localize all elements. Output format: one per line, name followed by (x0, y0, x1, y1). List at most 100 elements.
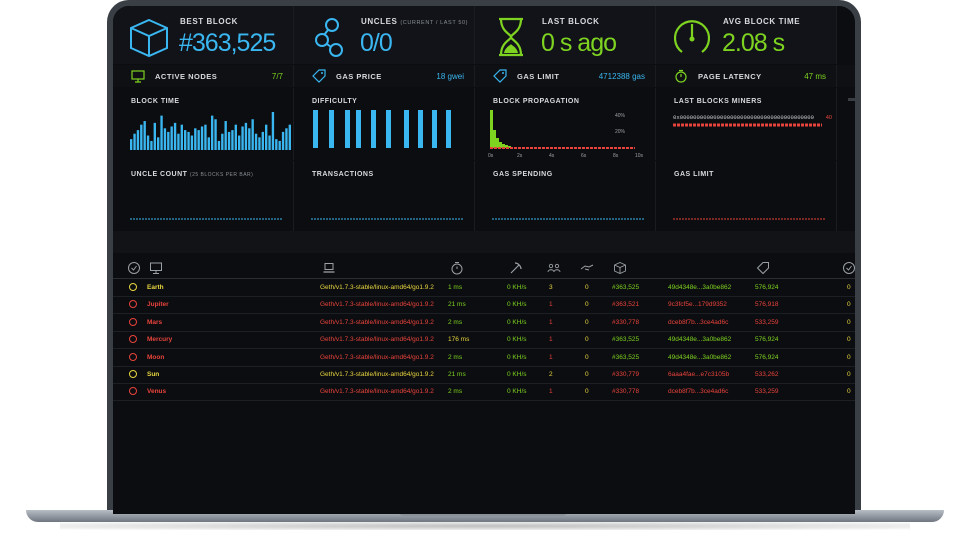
block-time-bar (265, 124, 268, 150)
cube-icon[interactable] (613, 261, 627, 275)
block-time-bar (261, 131, 264, 150)
cell-hashrate: 0 KH/s (507, 336, 527, 344)
laptop-icon[interactable] (322, 261, 336, 275)
monitor-icon[interactable] (149, 261, 163, 275)
block-time-bar (217, 140, 221, 150)
cell-diff: 533,259 (755, 318, 779, 326)
cell-latency: 176 ms (448, 336, 470, 344)
block-time-bar (184, 130, 187, 150)
block-propagation-chart: BLOCK PROPAGATION 40% 20% 0s 2s 4s 6s 8s… (475, 88, 656, 160)
block-time-bar (133, 133, 136, 150)
cell-block: #330,778 (612, 318, 640, 326)
block-time-bar (153, 122, 156, 150)
block-time-bar (268, 135, 271, 150)
cell-pending: 0 (585, 388, 589, 396)
block-time-bar (207, 137, 210, 150)
pickaxe-icon[interactable] (509, 261, 523, 275)
cell-name: Moon (147, 353, 165, 361)
block-time-bar (150, 140, 153, 150)
table-row[interactable]: Moon Geth/v1.7.3-stable/linux-amd64/go1.9… (113, 349, 855, 367)
check-circle-icon[interactable] (127, 261, 141, 275)
active-nodes-value: 7/7 (271, 72, 283, 81)
prop-xtick-10: 10s (635, 153, 644, 159)
side-tab[interactable] (848, 98, 855, 101)
prop-xtick-6: 6s (581, 153, 587, 159)
block-time-bar (173, 122, 177, 150)
cell-pending: 0 (585, 301, 589, 309)
handshake-icon[interactable] (580, 261, 594, 275)
table-row[interactable]: Sun Geth/v1.7.3-stable/linux-amd64/go1.9.… (113, 366, 855, 384)
cell-name: Venus (147, 388, 167, 396)
cell-uptime: 0 (847, 353, 851, 361)
block-time-bar (227, 131, 231, 150)
gauge-icon (673, 20, 711, 53)
table-row[interactable]: Mercury Geth/v1.7.3-stable/linux-amd64/go… (113, 331, 855, 350)
cell-peers: 1 (549, 336, 553, 344)
stats-row: BEST BLOCK #363,525 UNCLES (CURRENT / LA… (113, 6, 855, 64)
gas-limit-value: 4712388 gas (598, 72, 645, 81)
block-time-bar (130, 139, 133, 150)
cell-peers: 1 (549, 301, 553, 309)
cell-uptime: 0 (847, 301, 851, 309)
page-latency-value: 47 ms (804, 72, 826, 81)
block-time-title: BLOCK TIME (131, 98, 180, 105)
gas-limit-info: GAS LIMIT 4712388 gas (475, 65, 656, 87)
gas-limit-chart-title: GAS LIMIT (674, 171, 714, 178)
cell-latency: 21 ms (448, 371, 466, 378)
block-time-bar (241, 126, 244, 150)
table-row[interactable]: Earth Geth/v1.7.3-stable/linux-amd64/go1.… (113, 279, 855, 297)
cell-diff: 576,918 (755, 301, 779, 309)
block-time-bar (143, 121, 146, 150)
table-row[interactable]: Mars Geth/v1.7.3-stable/linux-amd64/go1.9… (113, 314, 855, 332)
active-nodes-label: ACTIVE NODES (155, 72, 218, 81)
cell-block: #330,778 (612, 388, 640, 396)
cell-peers: 1 (549, 388, 553, 396)
timer-icon (675, 69, 687, 83)
difficulty-chart: DIFFICULTY (294, 88, 475, 160)
block-time-bar (194, 128, 197, 150)
prop-ytick-20: 20% (615, 129, 626, 135)
block-time-bar (221, 133, 224, 150)
block-time-bar (136, 130, 140, 150)
best-block-value: #363,525 (179, 29, 276, 57)
cell-diff: 533,262 (755, 371, 779, 378)
transactions-line (311, 218, 464, 220)
cell-pending: 0 (585, 353, 589, 361)
block-time-bar (197, 130, 200, 150)
block-time-bar (224, 121, 227, 150)
gas-spending-chart: GAS SPENDING (475, 161, 656, 233)
cell-diff: 576,924 (755, 353, 779, 361)
block-time-bar (140, 124, 143, 150)
cell-latency: 1 ms (448, 284, 463, 291)
block-time-bar (271, 112, 275, 150)
table-row[interactable]: Venus Geth/v1.7.3-stable/linux-amd64/go1.… (113, 383, 855, 402)
gas-price-value: 18 gwei (436, 72, 464, 81)
block-time-bar (211, 115, 214, 150)
clock-icon[interactable] (450, 261, 464, 275)
block-time-bar (238, 135, 241, 150)
laptop-shadow (60, 522, 910, 530)
tag-icon[interactable] (756, 261, 770, 275)
cell-pending: 0 (585, 318, 589, 326)
cell-client: Geth/v1.7.3-stable/linux-amd64/go1.9.2 (320, 336, 434, 344)
table-row[interactable]: Jupiter Geth/v1.7.3-stable/linux-amd64/go… (113, 296, 855, 315)
block-time-bar (278, 140, 281, 150)
cell-diff: 533,259 (755, 388, 779, 396)
miners-plot: 0x00000000000000000000000000000000000000… (673, 114, 832, 127)
gas-price-label: GAS PRICE (336, 72, 382, 81)
cell-hashrate: 0 KH/s (507, 284, 527, 291)
cell-name: Sun (147, 371, 160, 378)
cell-hashrate: 0 KH/s (507, 371, 527, 378)
block-time-bar (177, 133, 180, 150)
check-circle-icon[interactable] (842, 261, 855, 275)
block-time-bar (244, 122, 248, 150)
cell-uptime: 0 (847, 284, 851, 291)
block-time-bar (281, 131, 285, 150)
cell-latency: 2 ms (448, 388, 463, 396)
block-time-bar (170, 126, 173, 150)
avg-block-time-value: 2.08 s (722, 29, 785, 57)
peers-icon[interactable] (547, 261, 561, 275)
gas-limit-line (673, 218, 826, 220)
tag-icon (312, 69, 326, 83)
uncles-icon (315, 18, 343, 57)
